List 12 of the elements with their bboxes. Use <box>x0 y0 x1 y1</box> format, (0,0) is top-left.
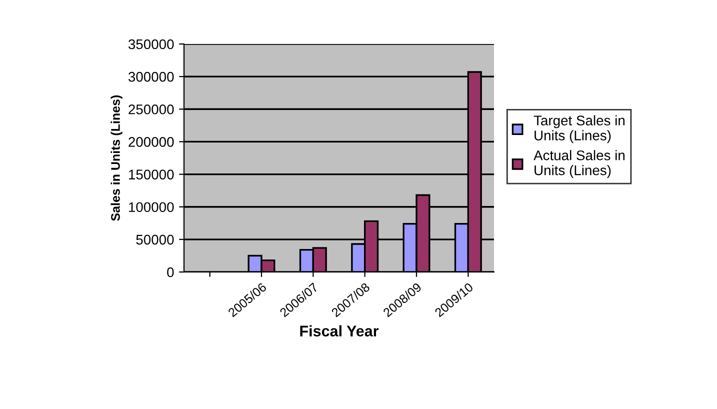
legend-label: Actual Sales in Units (Lines) <box>534 150 625 178</box>
y-tick-label: 200000 <box>128 137 174 147</box>
legend-label: Target Sales in Units (Lines) <box>534 115 624 144</box>
y-tick-label: 100000 <box>128 202 174 212</box>
y-tick-label: 0 <box>167 267 174 278</box>
y-tick-label: 300000 <box>128 72 174 82</box>
y-tick-label: 250000 <box>128 104 174 114</box>
y-axis-title: Sales in Units (Lines) <box>110 95 122 221</box>
y-tick-label: 350000 <box>128 39 174 50</box>
x-axis-title: Fiscal Year <box>300 325 379 336</box>
y-tick-label: 50000 <box>136 234 174 245</box>
y-tick-label: 150000 <box>128 170 174 180</box>
